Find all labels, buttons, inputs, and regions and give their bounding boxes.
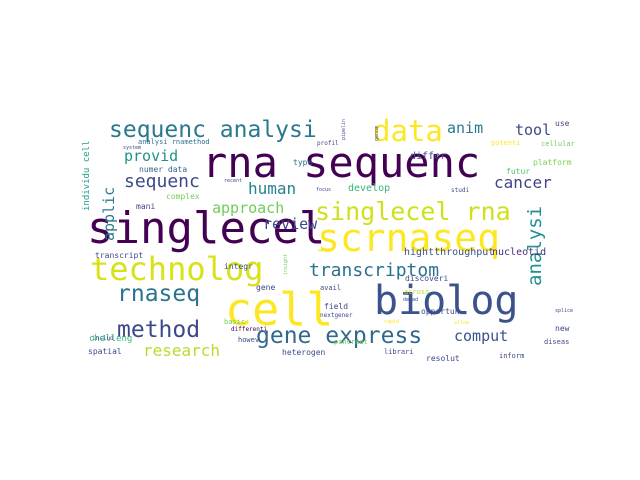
word: field xyxy=(324,302,349,311)
word: transcript xyxy=(95,251,144,260)
word: splice xyxy=(555,308,574,314)
word: medic xyxy=(318,248,334,254)
word: basic xyxy=(224,318,246,326)
word: system xyxy=(123,145,142,151)
word: data xyxy=(373,114,443,148)
word: studi xyxy=(451,187,470,194)
word: approach xyxy=(212,199,285,217)
word: scrnaseq xyxy=(317,216,501,260)
word: sequenc xyxy=(124,171,200,192)
word: diseas xyxy=(544,338,570,346)
word: differenti xyxy=(231,326,268,333)
word: develop xyxy=(348,183,391,194)
word: complex xyxy=(166,192,200,201)
word: research xyxy=(143,341,221,360)
word: biolog xyxy=(374,278,519,324)
word: nextgener xyxy=(320,312,353,319)
word: resolut xyxy=(426,354,460,363)
word: cellular xyxy=(541,140,575,148)
word: technolog xyxy=(90,250,264,288)
word: gene express xyxy=(256,323,423,349)
word: profil xyxy=(317,140,339,147)
word: cell xyxy=(225,283,334,336)
word: discoveri xyxy=(405,274,449,283)
word: librari xyxy=(384,348,414,356)
word: hightthroughput xyxy=(404,247,495,258)
word: review xyxy=(263,215,318,233)
word: challeng xyxy=(89,334,133,344)
word: analysi rnamethod xyxy=(138,138,210,146)
word: mani xyxy=(136,202,156,211)
word: analysi xyxy=(524,205,546,286)
word: integr xyxy=(224,262,253,271)
word: human xyxy=(248,179,297,198)
word: pancreat xyxy=(334,338,368,346)
word: gene xyxy=(256,283,276,292)
word: rapid xyxy=(384,319,400,325)
word: insight xyxy=(283,253,289,275)
word: sequenc analysi xyxy=(109,117,317,143)
word: potenti xyxy=(491,139,521,147)
word: type xyxy=(293,158,313,167)
word: singlecel rna xyxy=(315,197,511,226)
word: individu cell xyxy=(82,140,92,211)
word: platform xyxy=(533,158,572,167)
word: cancer xyxy=(494,173,552,192)
word: new xyxy=(555,324,570,333)
word: heterogen xyxy=(282,348,326,357)
word: rnaseq xyxy=(117,281,201,307)
word: howev xyxy=(238,336,260,344)
word: tool xyxy=(515,121,552,139)
word: inform xyxy=(499,352,525,360)
word-cloud: rna sequenc singlecel scrnaseq cell biol… xyxy=(80,113,576,365)
word: use xyxy=(555,119,570,128)
word: comput xyxy=(454,327,509,345)
word: provid xyxy=(124,147,179,165)
word: opportun xyxy=(421,307,460,316)
word: avail xyxy=(320,284,342,292)
word: anim xyxy=(447,119,484,137)
word: nucleotid xyxy=(492,247,547,258)
word: applic xyxy=(100,186,118,241)
word: singlecel xyxy=(87,203,326,254)
word: futur xyxy=(506,167,531,176)
word: transcriptom xyxy=(309,260,440,281)
word: pipelin xyxy=(341,118,347,140)
word: method xyxy=(117,317,201,343)
word: decad xyxy=(403,297,419,303)
word: recent xyxy=(224,178,243,184)
word: spatial xyxy=(88,347,122,356)
word: across xyxy=(404,288,430,296)
word: numer data xyxy=(139,165,188,174)
word: includ xyxy=(92,335,114,342)
word: differ xyxy=(410,151,447,162)
word: allow xyxy=(454,320,470,326)
word: genom xyxy=(374,125,380,141)
word: rna sequenc xyxy=(202,138,481,187)
word: focus xyxy=(316,187,332,193)
